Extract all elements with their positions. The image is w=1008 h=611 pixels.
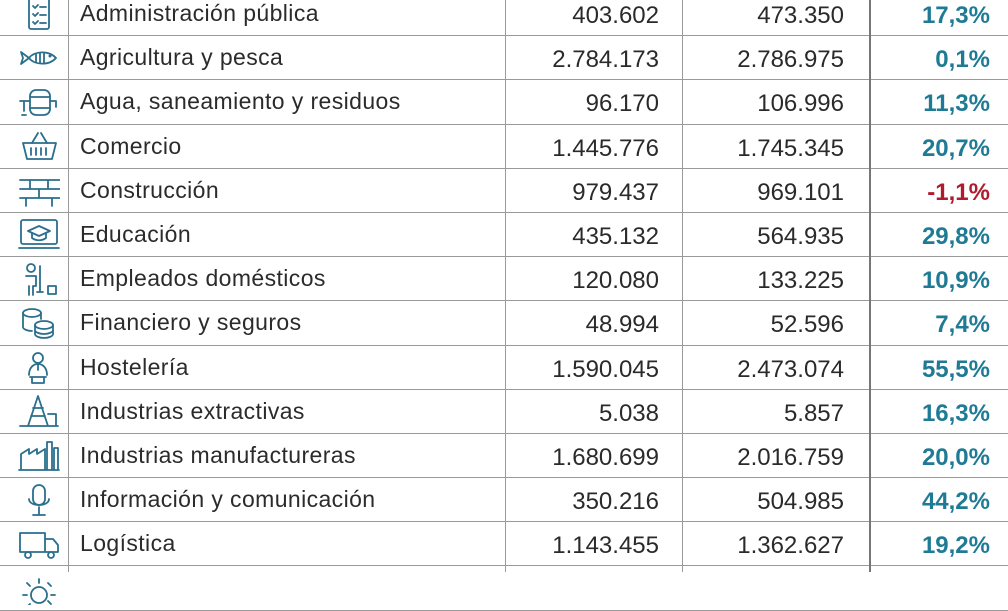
sector-name: Empleados domésticos [80, 265, 326, 292]
sector-name: Información y comunicación [80, 486, 376, 513]
table-row: Industrias manufactureras 1.680.699 2.016.… [0, 434, 1008, 479]
gear-icon [10, 570, 68, 605]
value-previous: 48.994 [585, 311, 659, 339]
value-current: 2.016.759 [737, 443, 844, 471]
waiter-icon [10, 350, 68, 385]
value-previous: 120.080 [572, 267, 659, 295]
sector-name: Hostelería [80, 353, 189, 380]
value-current [644, 566, 844, 609]
brick-wall-icon [10, 173, 68, 208]
value-previous: 96.170 [585, 90, 659, 118]
value-current: 52.596 [770, 311, 844, 339]
column-divider [68, 0, 69, 572]
value-current: 1.745.345 [737, 134, 844, 162]
value-current: 2.473.074 [737, 355, 844, 383]
table-row: Logística 1.143.455 1.362.627 19,2% [0, 522, 1008, 567]
column-divider [869, 0, 871, 572]
value-current: 473.350 [757, 2, 844, 29]
table-row: Industrias extractivas 5.038 5.857 16,3% [0, 390, 1008, 434]
change-percent: 10,9% [921, 267, 990, 295]
value-previous: 5.038 [598, 399, 659, 427]
sector-name: Industrias manufactureras [80, 441, 356, 468]
fish-icon [10, 40, 68, 75]
value-previous: 403.602 [572, 2, 659, 29]
factory-icon [10, 438, 68, 473]
change-percent: 20,7% [921, 134, 990, 162]
value-current: 504.985 [757, 488, 844, 516]
cleaner-icon [10, 261, 68, 296]
oil-derrick-icon [10, 394, 68, 429]
change-percent: 11,3% [923, 90, 990, 118]
sector-name: Agricultura y pesca [80, 44, 284, 71]
table-row: Información y comunicación 350.216 504.985… [0, 478, 1008, 523]
coins-icon [10, 305, 68, 340]
value-previous: 979.437 [572, 178, 659, 206]
change-percent: 0,1% [935, 46, 990, 74]
change-percent: -1,1% [927, 178, 990, 206]
microphone-icon [10, 482, 68, 517]
table-row: Financiero y seguros 48.994 52.596 7,4% [0, 301, 1008, 346]
sector-name: Construcción [80, 176, 220, 203]
value-current: 5.857 [783, 399, 844, 427]
column-divider [682, 0, 683, 572]
change-percent: 7,4% [935, 311, 990, 339]
value-previous: 1.445.776 [552, 134, 659, 162]
sector-name: Industrias extractivas [80, 397, 305, 424]
sector-name: Comercio [80, 132, 182, 159]
table-row: Agricultura y pesca 2.784.173 2.786.975 0,1… [0, 36, 1008, 81]
value-previous: 2.784.173 [552, 46, 659, 74]
change-percent: 29,8% [921, 222, 990, 250]
value-previous: 435.132 [572, 222, 659, 250]
change-percent: 16,3% [921, 399, 990, 427]
table-row: Hostelería 1.590.045 2.473.074 55,5% [0, 346, 1008, 390]
change-percent: 20,0% [921, 443, 990, 471]
truck-icon [10, 526, 68, 561]
sector-name: Educación [80, 220, 192, 247]
table-row: Construcción 979.437 969.101 -1,1% [0, 169, 1008, 213]
change-percent [870, 566, 990, 609]
table-row: Administración pública 403.602 473.350 17,3… [0, 0, 1008, 37]
value-current: 969.101 [757, 178, 844, 206]
table-row: Educación 435.132 564.935 29,8% [0, 213, 1008, 258]
table-row: Empleados domésticos 120.080 133.225 10,9% [0, 257, 1008, 302]
value-previous: 1.590.045 [552, 355, 659, 383]
water-tank-icon [10, 84, 68, 119]
value-previous [459, 566, 659, 609]
table-row [0, 566, 1008, 611]
shopping-basket-icon [10, 129, 68, 164]
value-previous: 1.143.455 [552, 532, 659, 560]
sector-name: Administración pública [80, 0, 319, 26]
table-row: Comercio 1.445.776 1.745.345 20,7% [0, 125, 1008, 169]
change-percent: 17,3% [921, 2, 990, 29]
value-previous: 350.216 [572, 488, 659, 516]
value-current: 133.225 [757, 267, 844, 295]
change-percent: 44,2% [921, 488, 990, 516]
column-divider [505, 0, 506, 572]
sector-name: Financiero y seguros [80, 309, 302, 336]
value-current: 2.786.975 [737, 46, 844, 74]
sector-name: Logística [80, 530, 176, 557]
value-current: 1.362.627 [737, 532, 844, 560]
value-current: 564.935 [757, 222, 844, 250]
change-percent: 55,5% [921, 355, 990, 383]
value-current: 106.996 [757, 90, 844, 118]
checklist-icon [10, 0, 68, 31]
change-percent: 19,2% [921, 532, 990, 560]
graduation-cap-icon [10, 217, 68, 252]
table-row: Agua, saneamiento y residuos 96.170 106.99… [0, 80, 1008, 125]
value-previous: 1.680.699 [552, 443, 659, 471]
sector-name: Agua, saneamiento y residuos [80, 88, 401, 115]
